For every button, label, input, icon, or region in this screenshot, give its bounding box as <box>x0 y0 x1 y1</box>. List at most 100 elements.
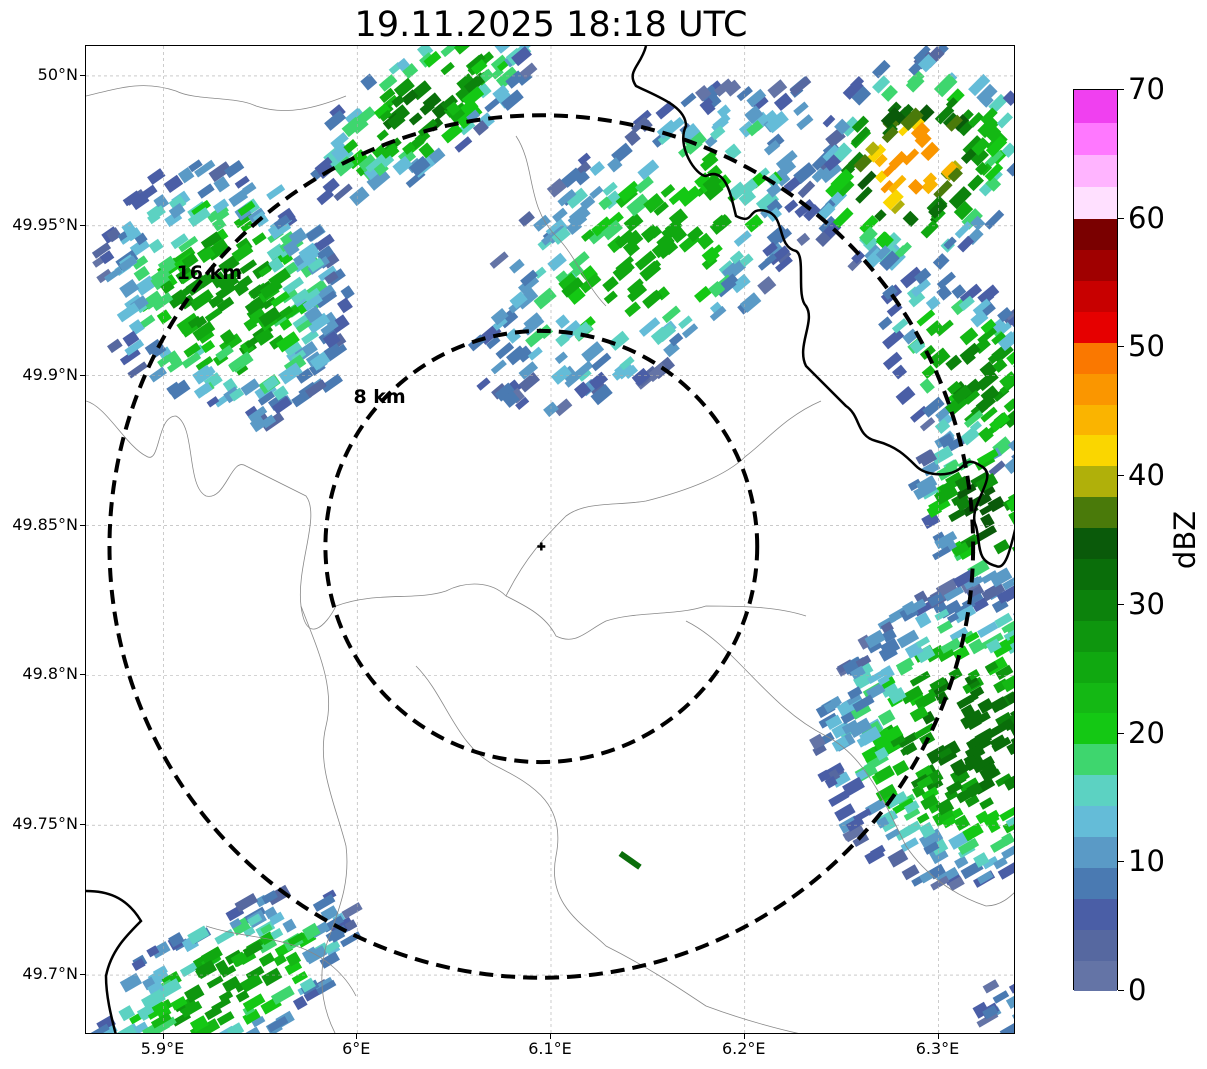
echo-cell <box>656 119 678 140</box>
echo-cell <box>261 414 277 429</box>
echo-cell <box>897 241 912 257</box>
echo-cell <box>209 271 228 289</box>
radar-map[interactable] <box>85 45 1015 1034</box>
echo-cell <box>341 902 363 919</box>
echo-cell <box>589 380 607 397</box>
echo-cell <box>305 224 325 242</box>
echo-cell <box>183 342 201 358</box>
echo-cell <box>1002 575 1014 591</box>
echo-cell <box>239 973 263 993</box>
lat-tick-label: 49.75°N <box>12 814 78 834</box>
echo-cell <box>279 318 293 331</box>
echo-cell <box>828 790 850 807</box>
echo-cell <box>914 267 932 285</box>
echo-cell <box>715 215 732 231</box>
colorbar-segment <box>1074 589 1117 621</box>
echo-cell <box>908 291 926 308</box>
echo-cell <box>835 177 855 197</box>
colorbar-segment <box>1074 651 1117 683</box>
echo-cell <box>129 1021 149 1033</box>
range-rings <box>107 113 976 980</box>
echo-cell <box>794 199 815 219</box>
echo-cell <box>333 183 353 202</box>
echo-cell <box>273 953 287 967</box>
lat-tick-mark <box>80 824 85 826</box>
echo-cell <box>970 148 989 167</box>
echo-cell <box>879 250 900 271</box>
echo-cell <box>870 727 892 746</box>
echo-cell <box>170 995 188 1011</box>
echo-cell <box>897 661 914 676</box>
echo-cell <box>834 803 856 822</box>
national-border <box>86 889 143 1033</box>
echo-cell <box>977 697 995 714</box>
echo-cell <box>360 73 378 91</box>
echo-cell <box>282 918 297 933</box>
echo-cell <box>976 448 999 466</box>
echo-cell <box>189 1015 209 1033</box>
echo-cell <box>971 137 990 156</box>
echo-cell <box>705 244 723 260</box>
echo-cell <box>723 79 742 97</box>
echo-cell <box>649 225 663 239</box>
echo-cell <box>882 328 905 350</box>
echo-cell <box>177 167 195 184</box>
echo-cell <box>985 638 1002 654</box>
echo-cell <box>168 202 186 219</box>
echo-cell <box>890 734 906 748</box>
echo-cell <box>881 84 898 102</box>
echo-cell <box>166 358 184 373</box>
echo-cell <box>565 187 589 209</box>
echo-cell <box>208 294 224 309</box>
echo-cell <box>995 664 1014 680</box>
echo-cell <box>302 922 321 941</box>
echo-cell <box>746 120 764 137</box>
echo-cell <box>967 174 985 192</box>
echo-cell <box>1006 159 1014 177</box>
echo-cell <box>997 307 1013 323</box>
echo-cell <box>983 123 1002 142</box>
echo-cell <box>850 702 872 720</box>
echo-cell <box>736 86 753 102</box>
echo-cell <box>270 291 290 308</box>
echo-cell <box>365 154 386 173</box>
echo-cell <box>903 807 921 821</box>
echo-cell <box>233 211 254 229</box>
echo-cell <box>214 928 235 945</box>
echo-cell <box>409 155 431 177</box>
echo-cell <box>122 190 141 207</box>
echo-cell <box>817 202 836 220</box>
echo-cell <box>1005 688 1014 705</box>
echo-cell <box>268 911 285 926</box>
echo-cell <box>1009 719 1014 736</box>
echo-cell <box>945 97 958 110</box>
echo-cell <box>818 160 843 184</box>
echo-cell <box>895 385 916 406</box>
echo-cell <box>379 87 396 103</box>
echo-cell <box>324 110 347 131</box>
echo-cell <box>224 978 240 992</box>
echo-cell <box>981 570 999 584</box>
lon-tick-label: 6.1°E <box>528 1039 572 1058</box>
echo-cell <box>1002 405 1014 429</box>
echo-cell <box>921 365 936 379</box>
echo-cell <box>219 329 236 345</box>
echo-cell <box>681 123 701 142</box>
radar-site <box>537 542 546 551</box>
echo-cell <box>520 269 538 287</box>
echo-cell <box>902 210 919 227</box>
echo-cell <box>501 390 520 408</box>
echo-cell <box>1003 625 1014 642</box>
echo-cell <box>975 810 990 825</box>
echo-cell <box>408 112 423 126</box>
echo-cell <box>204 1005 223 1021</box>
echo-cell <box>739 292 762 313</box>
echo-cell <box>929 676 947 692</box>
echo-cell <box>932 546 951 561</box>
echo-cell <box>995 773 1013 788</box>
lon-tick-label: 6.2°E <box>721 1039 766 1058</box>
echo-cell <box>304 379 327 398</box>
colorbar-tick-label: 20 <box>1128 715 1165 750</box>
echo-cell <box>336 297 353 314</box>
echo-cell <box>343 139 359 154</box>
